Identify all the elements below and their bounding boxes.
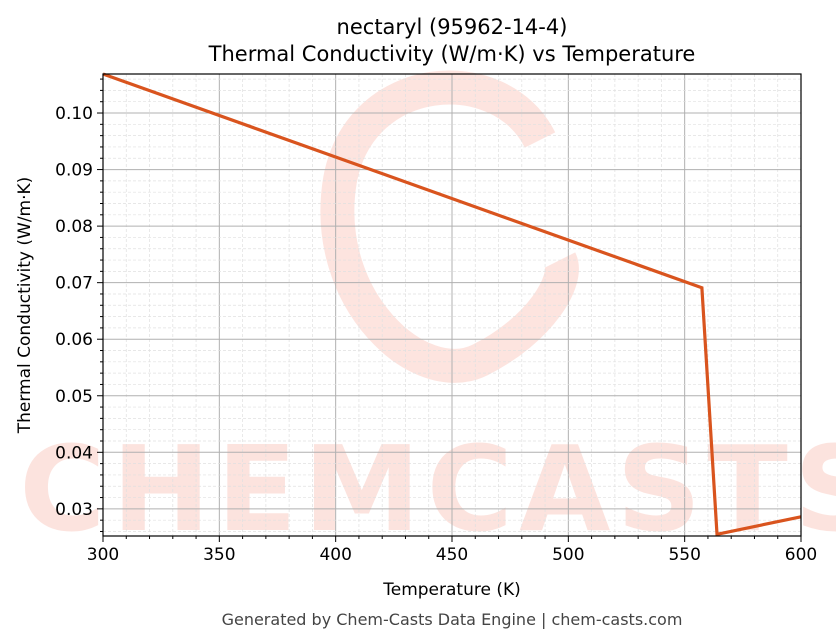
x-tick-label: 450 [436,545,468,565]
y-tick-label: 0.04 [55,443,93,463]
chart-title: nectaryl (95962-14-4) [337,15,568,39]
y-tick-label: 0.09 [55,161,93,181]
x-tick-label: 400 [319,545,351,565]
x-tick-label: 500 [552,545,584,565]
y-tick-label: 0.07 [55,274,93,294]
y-tick-label: 0.08 [55,217,93,237]
y-tick-label: 0.05 [55,387,93,407]
chart-subtitle: Thermal Conductivity (W/m·K) vs Temperat… [208,42,696,66]
x-tick-label: 350 [203,545,235,565]
x-axis-label: Temperature (K) [382,580,521,600]
plot-frame [102,73,802,537]
y-axis-label: Thermal Conductivity (W/m·K) [15,177,35,435]
y-tick-label: 0.06 [55,330,93,350]
x-tick-label: 550 [668,545,700,565]
x-tick-label: 300 [87,545,119,565]
y-tick-label: 0.10 [55,104,93,124]
svg-text:CHEMCASTS: CHEMCASTS [19,420,836,558]
x-tick-label: 600 [785,545,817,565]
footer: Generated by Chem-Casts Data Engine | ch… [222,610,683,629]
y-tick-label: 0.03 [55,500,93,520]
series-line [102,72,802,537]
watermark: CHEMCASTS [19,70,836,558]
